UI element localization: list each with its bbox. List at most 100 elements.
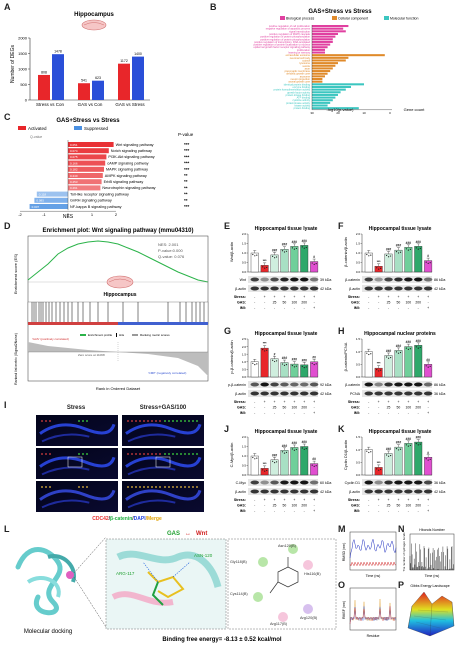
treatment-value: + (313, 509, 315, 513)
treatment-value: + (313, 400, 315, 404)
protein-ribbon (15, 547, 76, 616)
treatment-label: GAS: (237, 301, 246, 305)
wb-ytick: 0.0 (356, 270, 361, 274)
docking-figure: Molecular docking GAS ↔ Wnt ASN-120 ARG-… (15, 531, 337, 643)
treatment-value: - (378, 301, 379, 305)
c-sig: *** (184, 148, 190, 153)
b-term: positive regulation of protein localizat… (254, 44, 311, 47)
treatment-label: IMI: (354, 509, 360, 513)
wb-ylabel: C-Myc/β-actin (229, 443, 234, 468)
pvalue-stat: P-value:0.000 (158, 248, 183, 253)
wb-bar (300, 364, 309, 378)
a-bar (52, 54, 64, 100)
panel-letter-a: A (4, 2, 11, 12)
treatment-value: + (313, 295, 315, 299)
treatment-value: - (314, 301, 315, 305)
wb-ytick: 0.5 (242, 261, 247, 265)
panel-g-western: Hippocampal tissue lysate p-β-catenin/β-a… (228, 331, 331, 415)
treatment-value: - (264, 411, 265, 415)
blot-name: p-β-catenin (228, 383, 246, 387)
legend-enrichment-swatch (80, 334, 86, 336)
wnt-label: Wnt (196, 531, 207, 537)
wb-bar (414, 246, 423, 273)
panel-letter-n: N (398, 524, 405, 534)
wb-sig: ### (416, 436, 422, 440)
b-legend-swatch (384, 16, 389, 20)
wb-bar (290, 363, 299, 378)
brain-icon (81, 19, 107, 31)
wb-bar (394, 446, 403, 476)
treatment-value: 25 (387, 504, 391, 508)
wb-bar (374, 367, 383, 378)
a-bar-label: 623 (95, 76, 101, 80)
wb-bar (414, 345, 423, 378)
treatment-label: GAS: (351, 406, 360, 410)
treatment-value: - (418, 411, 419, 415)
treatment-value: 50 (283, 504, 287, 508)
b-bar (312, 27, 344, 30)
treatment-label: IMI: (240, 306, 246, 310)
wb-bar (290, 447, 299, 476)
treatment-value: 200 (415, 301, 421, 305)
panel-m-ylabel: RMSD (nm) (342, 543, 346, 561)
wb-ytick: 1.5 (356, 337, 361, 341)
b-bar (312, 25, 349, 28)
b-bar (312, 46, 328, 49)
treatment-value: - (254, 509, 255, 513)
a-category: GAS vs Stress (115, 102, 145, 107)
b-term: vesicle (302, 65, 310, 68)
wb-title: Hippocampal tissue lysate (255, 331, 318, 337)
wb-ylabel: β-catenin/PCNA (343, 342, 348, 371)
panel-b-legend: Biological process Cellular component Mole… (280, 16, 418, 21)
treatment-value: - (284, 306, 285, 310)
wb-ytick: 2.0 (242, 232, 247, 236)
blot-kda: 42 kDa (320, 490, 331, 494)
wb-bar (260, 347, 269, 378)
caption-merge: /Merge (145, 516, 162, 522)
fluorescence-tile (122, 481, 204, 512)
b-bar (312, 64, 336, 67)
treatment-value: 25 (273, 406, 277, 410)
wb-ylabel: Cyclin D1/β-actin (343, 440, 348, 470)
wb-ytick: 1.0 (242, 454, 247, 458)
treatment-value: 100 (406, 504, 412, 508)
c-xtick: -1 (42, 212, 46, 217)
treatment-value: - (294, 411, 295, 415)
wb-sig: ## (312, 355, 316, 359)
wb-bar (374, 467, 383, 476)
wb-sig: ### (416, 339, 422, 343)
b-term: proliferation (297, 49, 311, 52)
b-term: protein binding (294, 107, 311, 110)
a-bar (78, 83, 90, 100)
wb-sig: *** (377, 260, 381, 264)
wb-bar (404, 443, 413, 476)
treatment-value: 25 (273, 504, 277, 508)
wb-ytick: 1.5 (356, 242, 361, 246)
arrow-label: ↔ (185, 531, 191, 537)
b-bar (312, 85, 351, 88)
c-sig: ** (184, 179, 188, 184)
treatment-value: - (408, 306, 409, 310)
treatment-value: - (408, 411, 409, 415)
wb-ytick: 1.0 (356, 251, 361, 255)
b-bar (312, 96, 336, 99)
treatment-value: - (378, 504, 379, 508)
wb-bar (280, 249, 289, 273)
hits-barcode (27, 301, 209, 325)
treatment-value: + (264, 498, 266, 502)
panel-o-ylabel: RMSF (nm) (342, 601, 346, 619)
b-bar (312, 78, 323, 81)
treatment-value: - (254, 301, 255, 305)
treatment-label: Stress: (348, 498, 360, 502)
c-bar (68, 160, 106, 166)
panel-o-xlabel: Residue (367, 634, 380, 638)
b-term: dendritic growth cone (286, 73, 310, 76)
treatment-value: - (428, 406, 429, 410)
residue-4: Cys114(B) (230, 592, 248, 596)
treatment-value: - (388, 509, 389, 513)
treatment-value: 50 (397, 504, 401, 508)
wb-sig: # (427, 451, 429, 455)
b-term: protein homodimerization activity (274, 89, 311, 92)
b-term: neuronal cell body (290, 57, 311, 60)
treatment-value: - (368, 411, 369, 415)
